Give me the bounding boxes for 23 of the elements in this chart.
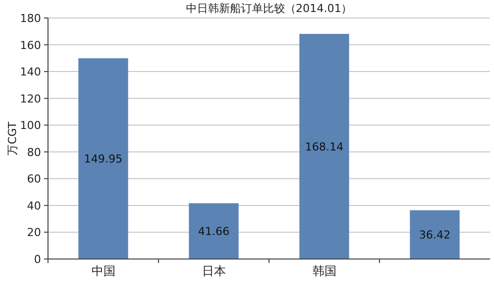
- y-tick-label: 60: [27, 172, 41, 186]
- chart-title: 中日韩新船订单比较（2014.01）: [186, 2, 352, 15]
- bar: [78, 58, 128, 259]
- y-tick-label: 80: [27, 146, 41, 159]
- y-tick-label: 20: [27, 226, 41, 240]
- y-tick-label: 0: [34, 253, 41, 266]
- y-tick-label: 40: [27, 199, 41, 212]
- x-tick-label: 韩国: [312, 264, 336, 278]
- x-tick-label: 中国: [91, 264, 116, 278]
- data-label: 36.42: [419, 228, 450, 242]
- bar: [299, 34, 350, 259]
- bar: [188, 203, 239, 259]
- data-label: 41.66: [198, 225, 230, 238]
- y-tick-label: 160: [20, 38, 41, 52]
- y-tick-label: 120: [20, 92, 41, 106]
- y-axis-title: 万CGT: [6, 121, 19, 156]
- x-tick-label: 日本: [202, 264, 226, 278]
- y-tick-label: 100: [20, 119, 41, 132]
- y-tick-label: 180: [20, 12, 41, 25]
- data-label: 149.95: [84, 152, 122, 166]
- bar: [410, 210, 460, 259]
- data-label: 168.14: [305, 140, 344, 154]
- y-tick-label: 140: [20, 66, 41, 79]
